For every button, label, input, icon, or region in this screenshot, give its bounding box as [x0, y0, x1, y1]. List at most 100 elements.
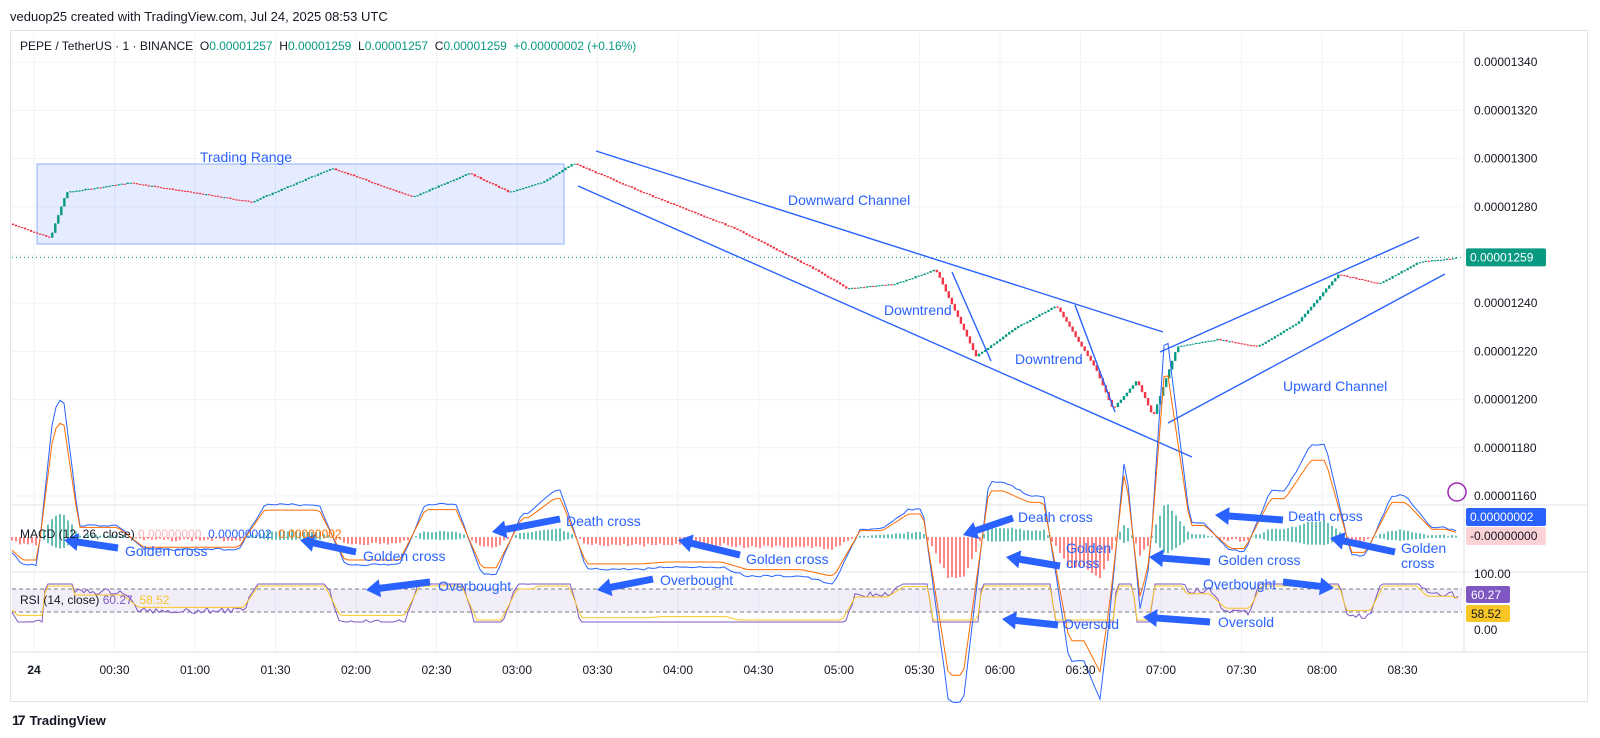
macd-histogram-bar: [1431, 535, 1433, 538]
macd-histogram-bar: [1199, 534, 1201, 539]
price-tick-label: 0.00001300: [1474, 152, 1538, 166]
candle-body: [648, 193, 652, 196]
macd-histogram-bar: [783, 537, 785, 548]
candle-body: [531, 185, 534, 187]
tradingview-brand[interactable]: 17 TradingView: [12, 712, 106, 728]
candle-body: [917, 275, 920, 277]
macd-histogram-bar: [1251, 536, 1253, 538]
macd-histogram-bar: [71, 524, 73, 544]
macd-histogram-bar: [1227, 537, 1229, 542]
macd-histogram-bar: [1231, 537, 1233, 540]
macd-histogram-bar: [1415, 532, 1417, 540]
candle-body: [1062, 311, 1065, 318]
candle-body: [1412, 264, 1415, 267]
candle-body: [1001, 336, 1005, 340]
candle-body: [1128, 388, 1132, 393]
candle-body: [349, 174, 353, 176]
macd-histogram-bar: [547, 529, 549, 541]
macd-histogram-bar: [339, 537, 341, 540]
candle-body: [1155, 404, 1159, 414]
macd-histogram-bar: [659, 537, 661, 544]
macd-histogram-bar: [1379, 533, 1381, 539]
candle-body: [802, 262, 806, 265]
candle-body: [703, 215, 706, 218]
candle-body: [796, 259, 800, 261]
price-tick-label: 0.00001340: [1474, 55, 1538, 69]
candle-body: [772, 246, 775, 249]
rsi-name[interactable]: RSI (14, close): [20, 593, 100, 607]
candle-body: [1442, 259, 1446, 261]
macd-histogram-bar: [295, 531, 297, 540]
candle-body: [1213, 340, 1216, 342]
overbought-label-2: Overbought: [660, 572, 733, 588]
candle-body: [515, 189, 519, 192]
macd-histogram-bar: [131, 537, 133, 538]
candle-body: [977, 353, 981, 357]
candle-body: [1026, 321, 1029, 324]
macd-histogram-bar: [391, 537, 393, 544]
macd-histogram-bar: [315, 532, 317, 540]
candle-body: [371, 181, 374, 184]
candle-body: [1355, 277, 1358, 279]
macd-histogram-bar: [983, 534, 985, 539]
macd-histogram-bar: [699, 537, 701, 544]
candle-body: [392, 189, 395, 191]
macd-histogram-bar: [1175, 515, 1177, 548]
candle-body: [929, 271, 932, 273]
candle-body: [1340, 274, 1343, 276]
candle-body: [1177, 346, 1180, 353]
candle-body: [1361, 278, 1364, 280]
candle-body: [443, 183, 446, 185]
candle-body: [253, 201, 256, 203]
candle-body: [386, 187, 389, 189]
macd-histogram-bar: [599, 537, 601, 546]
macd-histogram-bar: [647, 537, 649, 544]
candle-body: [1008, 332, 1011, 335]
candle-body: [618, 181, 621, 184]
macd-histogram-bar: [199, 537, 201, 541]
candle-body: [666, 201, 670, 203]
candle-body: [1327, 285, 1331, 289]
time-tick-label: 01:00: [180, 663, 210, 677]
candle-body: [102, 186, 105, 188]
candle-body: [1113, 406, 1117, 408]
time-tick-label: 08:30: [1387, 663, 1417, 677]
macd-histogram-bar: [183, 537, 185, 540]
candle-body: [1454, 257, 1458, 259]
candle-body: [1367, 280, 1370, 282]
candle-body: [500, 187, 504, 189]
macd-histogram-bar: [531, 531, 533, 540]
candle-body: [241, 200, 244, 202]
rsi-line: [11, 583, 1459, 623]
macd-histogram-bar: [455, 532, 457, 540]
symbol-label[interactable]: PEPE / TetherUS · 1 · BINANCE: [20, 39, 194, 53]
macd-histogram-bar: [975, 537, 977, 552]
macd-histogram-bar: [159, 537, 161, 539]
macd-hist-badge: -0.00000000: [1470, 529, 1538, 543]
candle-body: [528, 186, 531, 188]
candle-body: [316, 174, 320, 176]
macd-histogram-bar: [307, 531, 309, 540]
macd-histogram-bar: [103, 535, 105, 538]
candle-body: [1038, 314, 1041, 317]
macd-histogram-bar: [627, 537, 629, 547]
candle-body: [1089, 355, 1092, 361]
macd-histogram-bar: [1271, 528, 1273, 542]
candle-body: [1276, 334, 1280, 337]
candle-body: [543, 181, 546, 183]
macd-histogram-bar: [379, 537, 381, 545]
macd-histogram-bar: [67, 520, 69, 546]
macd-histogram-bar: [1075, 537, 1077, 568]
candle-body: [476, 176, 480, 178]
candle-body: [1216, 339, 1219, 341]
upward-channel-upper: [1159, 236, 1420, 353]
candle-body: [878, 285, 881, 287]
trading-range-rect: [36, 163, 565, 245]
macd-name[interactable]: MACD (12, 26, close): [20, 527, 135, 541]
candle-body: [1168, 369, 1171, 379]
macd-histogram-bar: [815, 537, 817, 547]
macd-histogram-bar: [1447, 536, 1449, 538]
candle-body: [1004, 334, 1008, 337]
candle-body: [20, 226, 24, 228]
